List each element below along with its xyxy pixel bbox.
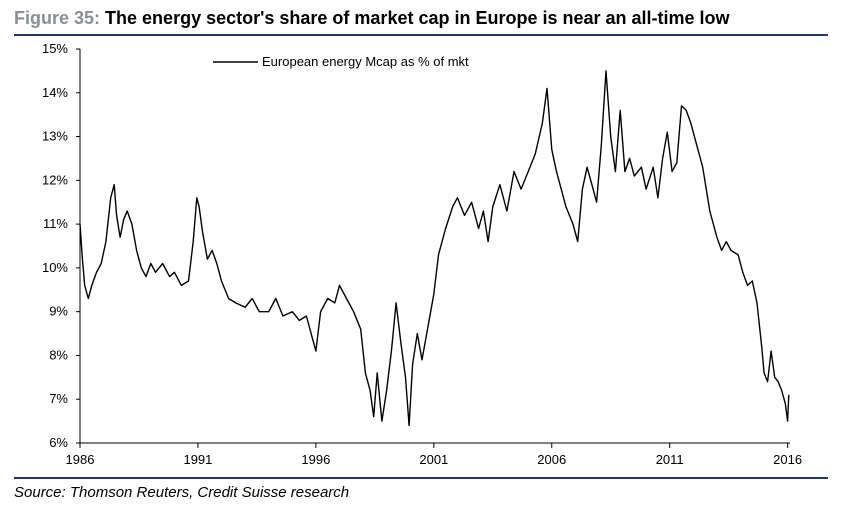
y-tick-label: 11%	[43, 216, 68, 231]
y-axis: 6% 7% 8% 9% 10% 11% 12% 13% 14% 15%	[42, 41, 81, 450]
y-tick-label: 9%	[49, 304, 68, 319]
legend: European energy Mcap as % of mkt	[213, 54, 469, 69]
source-rule	[14, 477, 828, 479]
x-tick-label: 2001	[419, 452, 448, 467]
y-tick-label: 6%	[49, 435, 68, 450]
source-note: Source: Thomson Reuters, Credit Suisse r…	[14, 484, 350, 501]
x-tick-label: 1986	[66, 452, 95, 467]
y-tick-label: 12%	[42, 172, 68, 187]
series-layer	[79, 70, 790, 427]
y-tick-label: 10%	[42, 260, 68, 275]
figure-title: The energy sector's share of market cap …	[105, 8, 730, 28]
title-rule	[14, 34, 828, 36]
y-tick-label: 15%	[42, 41, 68, 56]
y-tick-label: 13%	[42, 129, 68, 144]
series-line-european-energy	[79, 70, 790, 427]
chart-title: Figure 35: The energy sector's share of …	[14, 8, 730, 29]
y-tick-label: 8%	[49, 347, 68, 362]
x-tick-label: 1996	[301, 452, 330, 467]
y-tick-label: 14%	[42, 85, 68, 100]
y-tick-label: 7%	[49, 391, 68, 406]
x-tick-label: 1991	[183, 452, 212, 467]
figure-label: Figure 35:	[14, 8, 101, 28]
legend-label: European energy Mcap as % of mkt	[262, 54, 469, 69]
x-axis: 1986 1991 1996 2001 2006 2011 2016	[66, 442, 802, 467]
x-tick-label: 2016	[773, 452, 802, 467]
x-tick-label: 2011	[656, 452, 684, 467]
x-tick-label: 2006	[537, 452, 566, 467]
